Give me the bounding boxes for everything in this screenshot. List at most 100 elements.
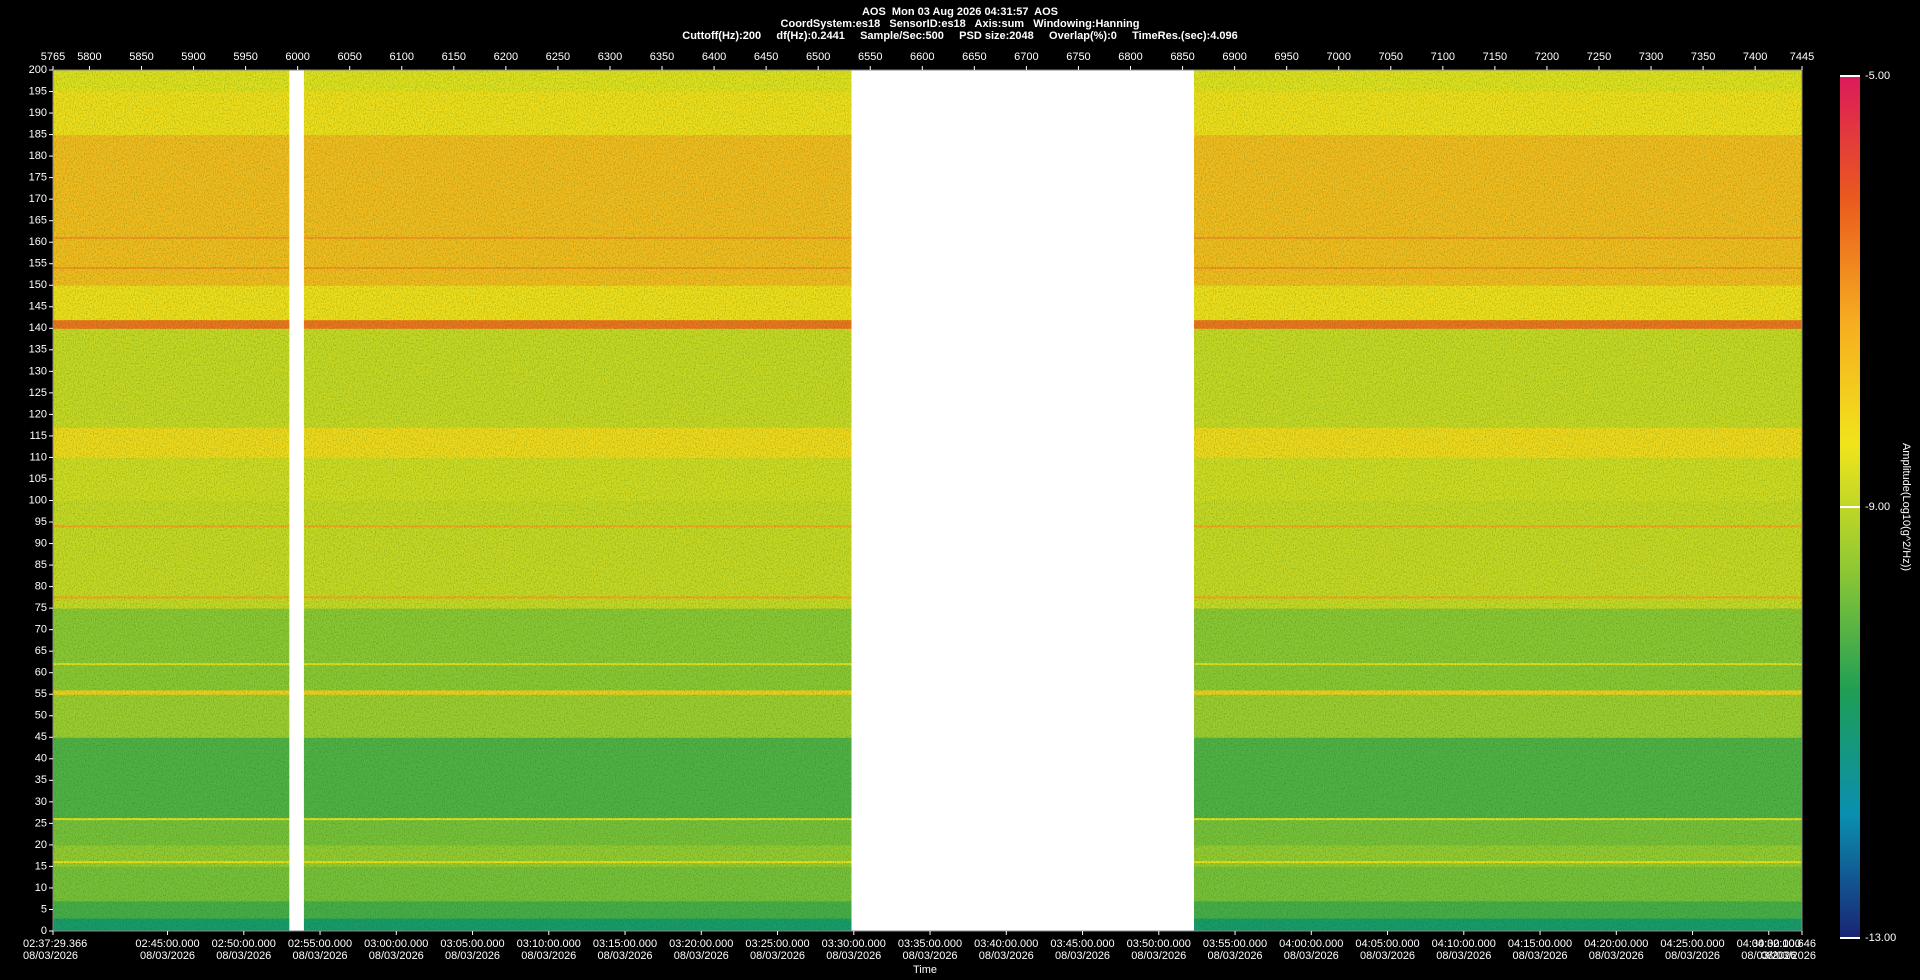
x-tick-label: 7150	[1483, 51, 1507, 63]
y-tick-label: 185	[29, 128, 47, 140]
x2-tick-date: 08/03/2026	[826, 950, 881, 962]
y-tick-label: 85	[35, 559, 47, 571]
x2-tick-date: 08/03/2026	[445, 950, 500, 962]
x-tick-label: 6650	[962, 51, 986, 63]
y-tick-label: 20	[35, 839, 47, 851]
y-tick-label: 15	[35, 860, 47, 872]
x2-tick-label: 03:25:00.000	[745, 938, 809, 950]
x2-tick-date: 08/03/2026	[1208, 950, 1263, 962]
y-tick-label: 115	[29, 430, 47, 442]
x2-tick-date: 08/03/2026	[521, 950, 576, 962]
x-tick-label: 7250	[1587, 51, 1611, 63]
y-tick-label: 155	[29, 258, 47, 270]
y-tick-label: 180	[29, 150, 47, 162]
x2-tick-label: 03:05:00.000	[440, 938, 504, 950]
x-tick-label: 6550	[858, 51, 882, 63]
y-tick-label: 0	[41, 925, 47, 937]
x2-tick-date: 08/03/2026	[1741, 950, 1796, 962]
x-tick-label: 6400	[702, 51, 726, 63]
x-tick-label: 6800	[1118, 51, 1142, 63]
y-tick-label: 80	[35, 581, 47, 593]
x-tick-label: 5900	[181, 51, 205, 63]
data-gap	[289, 70, 304, 931]
y-tick-label: 25	[35, 817, 47, 829]
x2-tick-date: 08/03/2026	[1513, 950, 1568, 962]
y-tick-label: 130	[29, 365, 47, 377]
y-tick-label: 55	[35, 688, 47, 700]
x2-tick-label: 02:50:00.000	[212, 938, 276, 950]
data-gap	[851, 70, 1195, 931]
y-tick-label: 170	[29, 193, 47, 205]
x-tick-label: 7300	[1639, 51, 1663, 63]
x2-tick-date: 08/03/2026	[1055, 950, 1110, 962]
x-tick-label: 7000	[1326, 51, 1350, 63]
y-tick-label: 95	[35, 516, 47, 528]
x-tick-label: 5800	[77, 51, 101, 63]
y-tick-label: 145	[29, 301, 47, 313]
x2-tick-label: 03:45:00.000	[1050, 938, 1114, 950]
subtitle: CoordSystem:es18 SensorID:es18 Axis:sum …	[781, 18, 1140, 30]
x2-tick-date: 08/03/2026	[293, 950, 348, 962]
x-tick-label: 6950	[1274, 51, 1298, 63]
colorbar-tick-label: -9.00	[1865, 501, 1890, 513]
x-tick-label: 6700	[1014, 51, 1038, 63]
x-tick-label: 7445	[1790, 51, 1814, 63]
y-tick-label: 120	[29, 408, 47, 420]
y-tick-label: 165	[29, 215, 47, 227]
x2-tick-date: 08/03/2026	[750, 950, 805, 962]
x-tick-label: 5850	[129, 51, 153, 63]
y-tick-label: 105	[29, 473, 47, 485]
x2-tick-date: 08/03/2026	[903, 950, 958, 962]
x-tick-label: 5765	[41, 51, 65, 63]
y-tick-label: 45	[35, 731, 47, 743]
x2-tick-label: 04:20:00.000	[1584, 938, 1648, 950]
y-tick-label: 140	[29, 322, 47, 334]
x-tick-label: 6000	[285, 51, 309, 63]
y-tick-label: 90	[35, 537, 47, 549]
x-tick-label: 6600	[910, 51, 934, 63]
y-tick-label: 30	[35, 796, 47, 808]
x2-tick-label: 03:35:00.000	[898, 938, 962, 950]
x2-tick-label: 04:00:00.000	[1279, 938, 1343, 950]
x2-tick-label: 03:40:00.000	[974, 938, 1038, 950]
x2-tick-label: 04:05:00.000	[1355, 938, 1419, 950]
x2-tick-date: 08/03/2026	[1284, 950, 1339, 962]
y-tick-label: 135	[29, 344, 47, 356]
x-tick-label: 6350	[650, 51, 674, 63]
y-tick-label: 175	[29, 172, 47, 184]
x2-tick-date: 08/03/2026	[979, 950, 1034, 962]
y-tick-label: 40	[35, 753, 47, 765]
y-tick-label: 110	[29, 451, 47, 463]
x-tick-label: 6050	[337, 51, 361, 63]
y-tick-label: 125	[29, 387, 47, 399]
y-tick-label: 35	[35, 774, 47, 786]
colorbar-tick-label: -13.00	[1865, 932, 1896, 944]
x-tick-label: 6850	[1170, 51, 1194, 63]
y-tick-label: 195	[29, 85, 47, 97]
x2-tick-date: 08/03/2026	[1436, 950, 1491, 962]
x2-tick-label: 04:15:00.000	[1508, 938, 1572, 950]
x-tick-label: 6450	[754, 51, 778, 63]
x-tick-label: 6750	[1066, 51, 1090, 63]
x-tick-label: 6200	[494, 51, 518, 63]
x-tick-label: 5950	[233, 51, 257, 63]
x2-tick-date: 08/03/2026	[140, 950, 195, 962]
y-tick-label: 200	[29, 64, 47, 76]
y-tick-label: 160	[29, 236, 47, 248]
x2-tick-label: 04:25:00.000	[1660, 938, 1724, 950]
chart-title: AOS Mon 03 Aug 2026 04:31:57 AOS	[862, 6, 1058, 18]
y-tick-label: 70	[35, 624, 47, 636]
y-tick-label: 50	[35, 710, 47, 722]
y-tick-label: 60	[35, 667, 47, 679]
x2-tick-label: 03:30:00.000	[822, 938, 886, 950]
x2-tick-label: 02:45:00.000	[135, 938, 199, 950]
x-tick-label: 6300	[598, 51, 622, 63]
x2-tick-date: 08/03/2026	[1761, 950, 1816, 962]
x-tick-label: 7350	[1691, 51, 1715, 63]
x2-tick-date: 08/03/2026	[1665, 950, 1720, 962]
x2-tick-label: 03:50:00.000	[1127, 938, 1191, 950]
x2-tick-date: 08/03/2026	[23, 950, 78, 962]
